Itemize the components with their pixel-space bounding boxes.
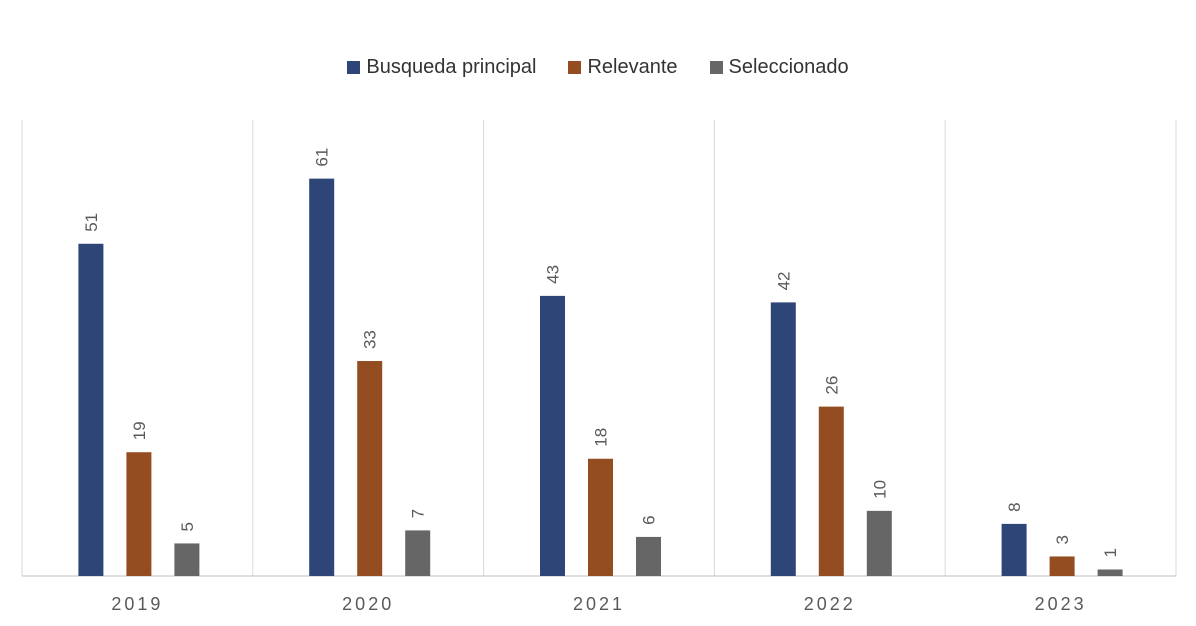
data-label: 10 bbox=[870, 480, 889, 499]
legend-item-relevante: Relevante bbox=[568, 56, 678, 79]
data-label: 33 bbox=[361, 330, 380, 349]
data-label: 61 bbox=[313, 148, 332, 167]
bar bbox=[770, 302, 796, 576]
data-label: 6 bbox=[640, 515, 659, 524]
bar bbox=[1049, 556, 1075, 576]
data-label: 19 bbox=[130, 421, 149, 440]
legend-swatch bbox=[568, 61, 582, 74]
data-label: 51 bbox=[82, 213, 101, 232]
x-tick-label: 2022 bbox=[804, 594, 856, 614]
x-tick-label: 2020 bbox=[342, 594, 394, 614]
bar bbox=[1097, 569, 1123, 576]
bar bbox=[540, 295, 565, 576]
bar bbox=[405, 530, 431, 576]
x-tick-label: 2021 bbox=[573, 594, 625, 614]
data-label: 26 bbox=[822, 376, 841, 395]
bar bbox=[78, 243, 104, 576]
data-label: 43 bbox=[544, 265, 563, 284]
x-tick-label: 2023 bbox=[1035, 594, 1087, 614]
data-label: 5 bbox=[178, 522, 197, 531]
legend-label: Seleccionado bbox=[728, 56, 849, 78]
bar bbox=[866, 510, 892, 576]
bar bbox=[1001, 523, 1027, 576]
data-label: 3 bbox=[1053, 535, 1072, 544]
legend-swatch bbox=[709, 61, 723, 74]
data-label: 42 bbox=[774, 271, 793, 290]
bar bbox=[588, 458, 613, 576]
bar bbox=[636, 536, 661, 576]
data-label: 1 bbox=[1101, 548, 1120, 557]
legend: Busqueda principal Relevante Seleccionad… bbox=[0, 56, 1196, 79]
legend-item-seleccionado: Seleccionado bbox=[709, 56, 849, 79]
legend-item-busqueda-principal: Busqueda principal bbox=[347, 56, 536, 79]
legend-label: Relevante bbox=[587, 56, 678, 78]
data-label: 18 bbox=[592, 428, 611, 447]
bar bbox=[357, 361, 383, 576]
data-label: 7 bbox=[409, 509, 428, 518]
x-tick-label: 2019 bbox=[111, 594, 163, 614]
bar bbox=[818, 406, 844, 576]
legend-label: Busqueda principal bbox=[366, 56, 537, 78]
bar bbox=[174, 543, 200, 576]
bar bbox=[309, 178, 335, 576]
bar bbox=[126, 452, 152, 576]
data-label: 8 bbox=[1005, 502, 1024, 511]
legend-swatch bbox=[347, 61, 361, 74]
